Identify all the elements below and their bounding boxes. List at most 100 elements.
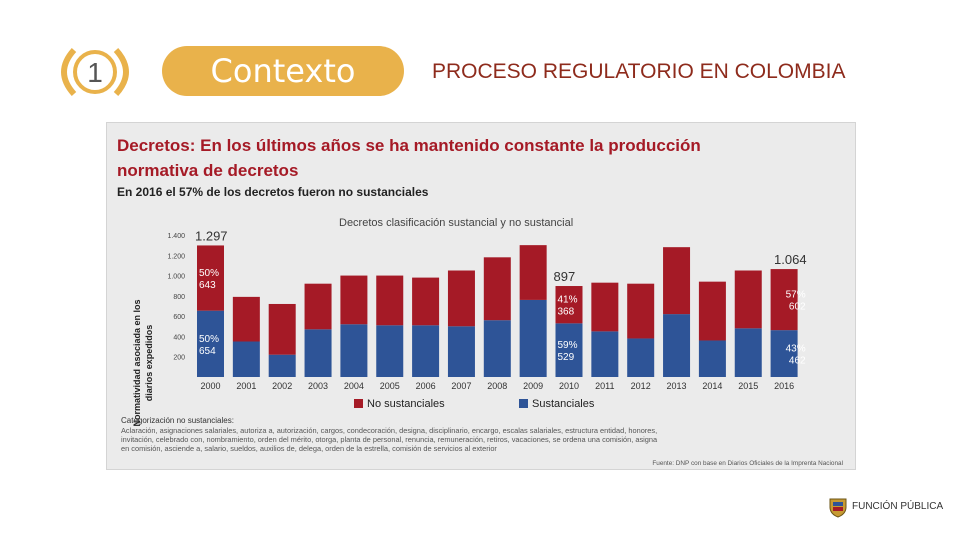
no-sustanciales-value-2010: 368 (558, 307, 575, 318)
bar-no-sustanciales-2002 (268, 303, 296, 355)
sustanciales-pct-2010: 59% (558, 340, 578, 351)
bar-sustanciales-2003 (304, 329, 332, 377)
no-sustanciales-pct-2010: 41% (558, 295, 578, 306)
bar-no-sustanciales-2000 (197, 245, 224, 311)
bar-no-sustanciales-2008 (483, 257, 511, 321)
bar-sustanciales-2013 (663, 314, 691, 377)
y-tick-label: 200 (173, 355, 185, 362)
y-tick-label: 1.000 (167, 274, 185, 281)
x-tick-label: 2003 (308, 381, 328, 391)
page-title: PROCESO REGULATORIO EN COLOMBIA (432, 60, 846, 83)
bar-sustanciales-2012 (627, 338, 655, 377)
section-label-pill: Contexto (162, 46, 404, 96)
bar-no-sustanciales-2012 (627, 283, 655, 339)
bar-sustanciales-2015 (734, 328, 762, 377)
total-label-2016: 1.064 (774, 252, 807, 267)
bar-sustanciales-2008 (483, 320, 511, 377)
total-label-2010: 897 (554, 269, 576, 284)
bar-sustanciales-2004 (340, 324, 368, 377)
decretos-chart: Decretos: En los últimos años se ha mant… (117, 136, 843, 467)
x-tick-label: 2004 (344, 381, 364, 391)
x-tick-label: 2013 (667, 381, 687, 391)
legend-swatch-no-sustanciales (354, 399, 363, 408)
chart-headline-line1: Decretos: En los últimos años se ha mant… (117, 136, 701, 155)
y-tick-label: 1.400 (167, 233, 185, 240)
notes-title: Categorización no sustanciales: (121, 416, 234, 425)
bar-no-sustanciales-2004 (340, 275, 368, 325)
sustanciales-value-2000: 654 (199, 346, 216, 357)
bar-sustanciales-2001 (232, 341, 260, 377)
bar-sustanciales-2014 (698, 340, 726, 377)
x-tick-label: 2002 (272, 381, 292, 391)
notes-line3: en comisión, asciende a, salario, sueldo… (121, 444, 497, 453)
chart-subheadline: En 2016 el 57% de los decretos fueron no… (117, 185, 429, 199)
bar-sustanciales-2002 (268, 354, 296, 377)
bar-sustanciales-2016 (770, 330, 798, 377)
x-tick-label: 2005 (380, 381, 400, 391)
bar-no-sustanciales-2014 (698, 281, 726, 341)
chart-title: Decretos clasificación sustancial y no s… (339, 217, 573, 229)
footer-logo-text: FUNCIÓN PÚBLICA (852, 501, 944, 512)
sustanciales-value-2010: 529 (558, 352, 575, 363)
y-axis-label-line1: Normatividad asociada en los (132, 299, 142, 426)
x-tick-label: 2008 (487, 381, 507, 391)
legend-label-sustanciales: Sustanciales (532, 398, 595, 410)
legend-label-no-sustanciales: No sustanciales (367, 398, 445, 410)
x-tick-label: 2011 (595, 381, 614, 391)
y-tick-label: 400 (173, 334, 185, 341)
bar-no-sustanciales-2010 (555, 286, 583, 324)
no-sustanciales-value-2000: 643 (199, 280, 216, 291)
bar-sustanciales-2006 (412, 325, 440, 377)
notes-line1: Aclaración, asignaciones salariales, aut… (121, 426, 657, 435)
right-parenthesis-shape (113, 47, 129, 97)
y-axis-label-line2: diarios expedidos (144, 325, 154, 402)
x-tick-label: 2000 (200, 381, 220, 391)
y-tick-label: 800 (173, 294, 185, 301)
section-label: Contexto (210, 52, 356, 90)
step-number: 1 (87, 57, 103, 88)
total-label-2000: 1.297 (195, 228, 228, 243)
step-badge: 1 (61, 47, 129, 97)
bar-sustanciales-2000 (197, 310, 224, 377)
bar-sustanciales-2011 (591, 331, 619, 377)
sustanciales-pct-2016: 43% (786, 344, 806, 355)
bar-no-sustanciales-2001 (232, 296, 260, 342)
bar-no-sustanciales-2005 (376, 275, 404, 326)
chart-panel: Decretos: En los últimos años se ha mant… (106, 122, 856, 470)
x-tick-label: 2016 (774, 381, 794, 391)
bar-no-sustanciales-2016 (770, 269, 798, 331)
y-tick-label: 600 (173, 314, 185, 321)
x-tick-label: 2009 (523, 381, 543, 391)
bar-sustanciales-2007 (447, 326, 475, 377)
step-circle (73, 50, 117, 94)
x-tick-label: 2014 (702, 381, 722, 391)
left-parenthesis-shape (61, 47, 77, 97)
x-tick-label: 2012 (631, 381, 651, 391)
notes-line2: invitación, celebrado con, nombramiento,… (121, 435, 658, 444)
coat-of-arms-icon (829, 498, 847, 518)
bar-no-sustanciales-2011 (591, 282, 619, 332)
chart-source: Fuente: DNP con base en Diarios Oficiale… (652, 460, 843, 467)
bar-no-sustanciales-2015 (734, 270, 762, 329)
bar-sustanciales-2010 (555, 323, 583, 377)
bar-sustanciales-2009 (519, 299, 547, 377)
bar-no-sustanciales-2003 (304, 283, 332, 330)
x-tick-label: 2006 (416, 381, 436, 391)
x-tick-label: 2001 (236, 381, 256, 391)
x-tick-label: 2015 (738, 381, 758, 391)
no-sustanciales-pct-2000: 50% (199, 268, 219, 279)
x-tick-label: 2007 (451, 381, 471, 391)
chart-headline-line2: normativa de decretos (117, 161, 298, 180)
bar-no-sustanciales-2009 (519, 245, 547, 300)
sustanciales-pct-2000: 50% (199, 334, 219, 345)
no-sustanciales-pct-2016: 57% (786, 290, 806, 301)
bar-no-sustanciales-2007 (447, 270, 475, 327)
y-tick-label: 1.200 (167, 253, 185, 260)
x-tick-label: 2010 (559, 381, 579, 391)
bar-no-sustanciales-2006 (412, 277, 440, 326)
legend-swatch-sustanciales (519, 399, 528, 408)
sustanciales-value-2016: 462 (789, 356, 806, 367)
bar-sustanciales-2005 (376, 325, 404, 377)
bar-no-sustanciales-2013 (663, 247, 691, 315)
no-sustanciales-value-2016: 602 (789, 302, 806, 313)
